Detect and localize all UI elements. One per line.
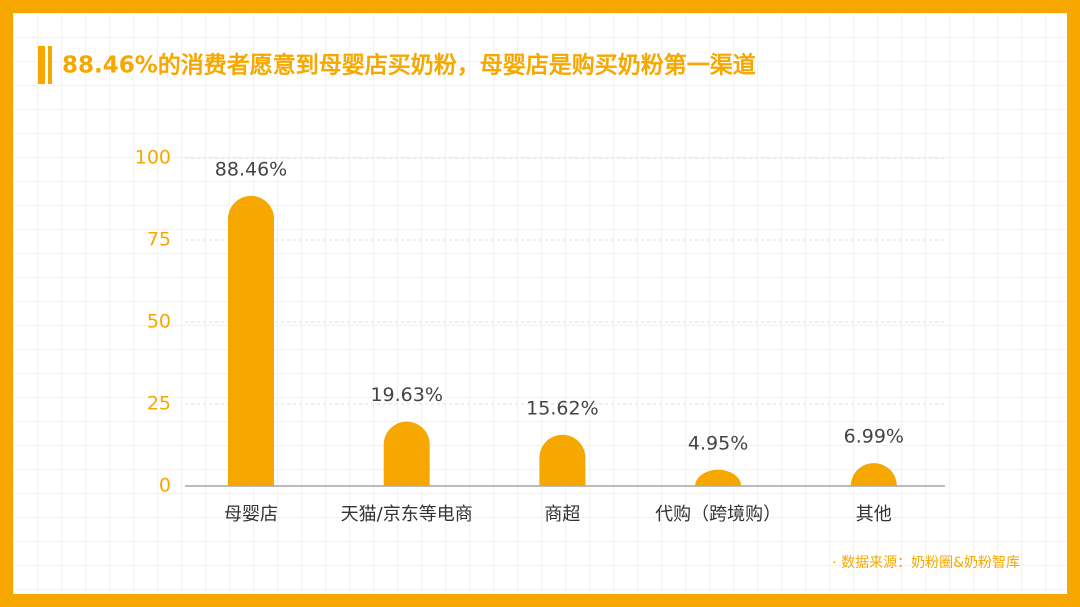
y-tick-label: 25: [147, 393, 171, 415]
y-tick-label: 100: [135, 147, 171, 169]
y-tick-label: 0: [159, 475, 171, 497]
chart-title: 88.46%的消费者愿意到母婴店买奶粉，母婴店是购买奶粉第一渠道: [62, 52, 756, 79]
value-label: 15.62%: [526, 397, 598, 419]
bar: [850, 463, 897, 486]
x-tick-label: 代购（跨境购）: [655, 504, 781, 525]
bar: [228, 195, 274, 486]
bar: [695, 469, 742, 486]
source-note: · 数据来源：奶粉圈&奶粉智库: [832, 555, 1020, 571]
bar: [539, 434, 586, 486]
value-label: 4.95%: [688, 432, 748, 454]
value-label: 88.46%: [215, 158, 287, 180]
value-label: 19.63%: [370, 384, 442, 406]
y-tick-label: 75: [147, 229, 171, 251]
x-tick-label: 天猫/京东等电商: [341, 504, 473, 525]
bar: [383, 421, 430, 486]
value-label: 6.99%: [844, 426, 904, 448]
title-marker: [48, 46, 52, 84]
x-tick-label: 母婴店: [224, 504, 278, 525]
x-tick-label: 其他: [856, 504, 892, 525]
y-tick-label: 50: [147, 311, 171, 333]
x-tick-label: 商超: [544, 504, 580, 525]
panel: [13, 13, 1067, 594]
title-marker: [38, 46, 45, 84]
